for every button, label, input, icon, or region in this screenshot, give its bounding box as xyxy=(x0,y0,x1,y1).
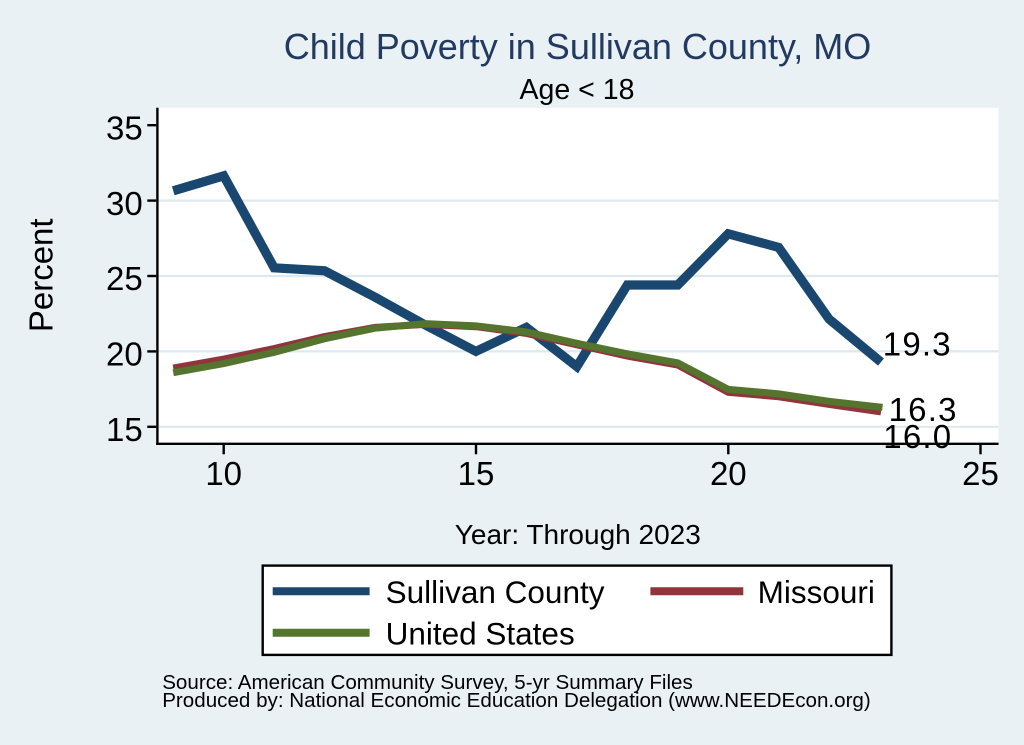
svg-text:Child Poverty in Sullivan Coun: Child Poverty in Sullivan County, MO xyxy=(284,26,872,67)
svg-text:16.0: 16.0 xyxy=(883,418,952,455)
svg-text:16.3: 16.3 xyxy=(889,391,958,428)
svg-text:15: 15 xyxy=(458,455,495,492)
svg-text:15: 15 xyxy=(106,411,143,448)
svg-text:Produced by: National Economic: Produced by: National Economic Education… xyxy=(162,689,871,712)
svg-text:Year: Through 2023: Year: Through 2023 xyxy=(455,519,701,550)
svg-text:25: 25 xyxy=(962,455,999,492)
svg-text:19.3: 19.3 xyxy=(883,325,952,362)
svg-text:Source: American Community Sur: Source: American Community Survey, 5-yr … xyxy=(162,671,693,694)
svg-text:10: 10 xyxy=(205,455,242,492)
svg-text:30: 30 xyxy=(106,185,143,222)
svg-text:Missouri: Missouri xyxy=(758,574,875,610)
svg-text:Age < 18: Age < 18 xyxy=(520,74,635,106)
svg-text:20: 20 xyxy=(106,336,143,373)
svg-text:20: 20 xyxy=(710,455,747,492)
svg-text:Sullivan County: Sullivan County xyxy=(386,574,605,610)
svg-text:25: 25 xyxy=(106,260,143,297)
svg-text:Percent: Percent xyxy=(22,218,59,332)
svg-text:United States: United States xyxy=(386,616,575,652)
svg-text:35: 35 xyxy=(106,109,143,146)
